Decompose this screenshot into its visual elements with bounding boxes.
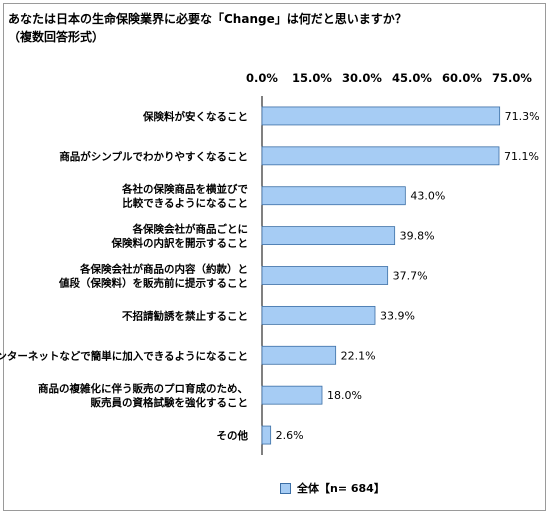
data-label: 33.9% (380, 309, 415, 322)
bar (261, 305, 376, 325)
category-label: 不招請勧誘を禁止すること (122, 309, 248, 322)
chart-subtitle: （複数回答形式） (8, 30, 105, 44)
bar (261, 345, 337, 365)
bar (261, 385, 323, 405)
data-label: 71.3% (505, 110, 540, 123)
x-tick-label: 15.0% (292, 71, 332, 85)
category-label: 各保険会社が商品の内容（約款）と (79, 263, 248, 276)
data-label: 22.1% (341, 349, 376, 362)
legend-label: 全体【n= 684】 (297, 482, 385, 495)
data-label: 71.1% (504, 150, 539, 163)
data-label: 18.0% (327, 389, 362, 402)
bar (261, 186, 406, 206)
category-label: 比較できるようになること (122, 197, 248, 210)
bar (261, 106, 501, 126)
data-label: 43.0% (410, 190, 445, 203)
category-label: 各保険会社が商品ごとに (132, 223, 249, 236)
category-label: その他 (217, 429, 249, 442)
category-label: 販売員の資格試験を強化すること (91, 396, 249, 409)
category-label: インターネットなどで簡単に加入できるようになること (0, 349, 248, 362)
category-label: 保険料の内訳を開示すること (111, 237, 249, 250)
data-label: 2.6% (276, 429, 304, 442)
category-label: 商品がシンプルでわかりやすくなること (59, 150, 248, 163)
x-tick-label: 60.0% (442, 71, 482, 85)
x-tick-label: 45.0% (392, 71, 432, 85)
chart-title: あなたは日本の生命保険業界に必要な「Change」は何だと思いますか？ (8, 12, 407, 26)
x-tick-label: 75.0% (492, 71, 532, 85)
x-tick-label: 0.0% (246, 71, 278, 85)
data-label: 39.8% (400, 230, 435, 243)
bar (261, 146, 500, 166)
category-label: 商品の複雑化に伴う販売のプロ育成のため、 (38, 382, 248, 395)
category-label: 値段（保険料）を販売前に提示すること (58, 277, 248, 290)
category-label: 保険料が安くなること (142, 110, 248, 123)
bar (261, 425, 272, 445)
bar (261, 226, 396, 246)
legend: 全体【n= 684】 (280, 480, 385, 496)
category-label: 各社の保険商品を横並びで (121, 183, 248, 196)
bar (261, 266, 389, 285)
x-tick-label: 30.0% (342, 71, 382, 85)
legend-swatch (280, 482, 291, 494)
chart-frame (3, 3, 546, 511)
data-label: 37.7% (393, 270, 428, 283)
